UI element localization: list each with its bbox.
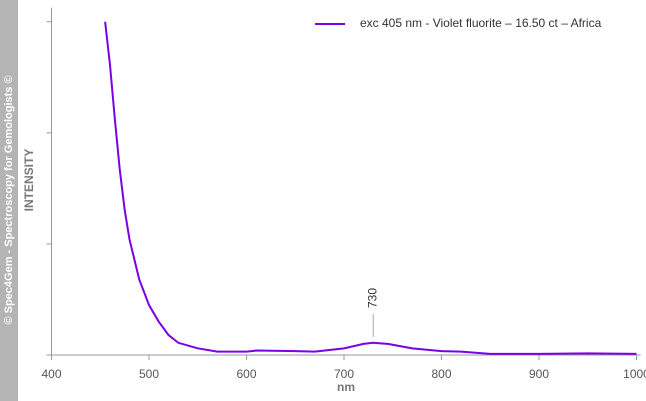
peak-label: 730	[365, 288, 379, 308]
y-axis-label: INTENSITY	[22, 149, 36, 212]
watermark: © Spec4Gem - Spectroscopy for Gemologist…	[3, 75, 15, 324]
x-tick-label: 900	[529, 367, 549, 381]
x-tick-label: 400	[41, 367, 61, 381]
x-tick-label: 1000	[623, 367, 646, 381]
x-tick-label: 600	[236, 367, 256, 381]
watermark-strip	[0, 0, 18, 401]
x-tick-label: 800	[431, 367, 451, 381]
x-axis-label: nm	[337, 380, 355, 394]
x-tick-label: 500	[139, 367, 159, 381]
series-line	[104, 21, 637, 355]
legend-label: exc 405 nm - Violet fluorite – 16.50 ct …	[360, 16, 602, 30]
x-tick-label: 700	[334, 367, 354, 381]
